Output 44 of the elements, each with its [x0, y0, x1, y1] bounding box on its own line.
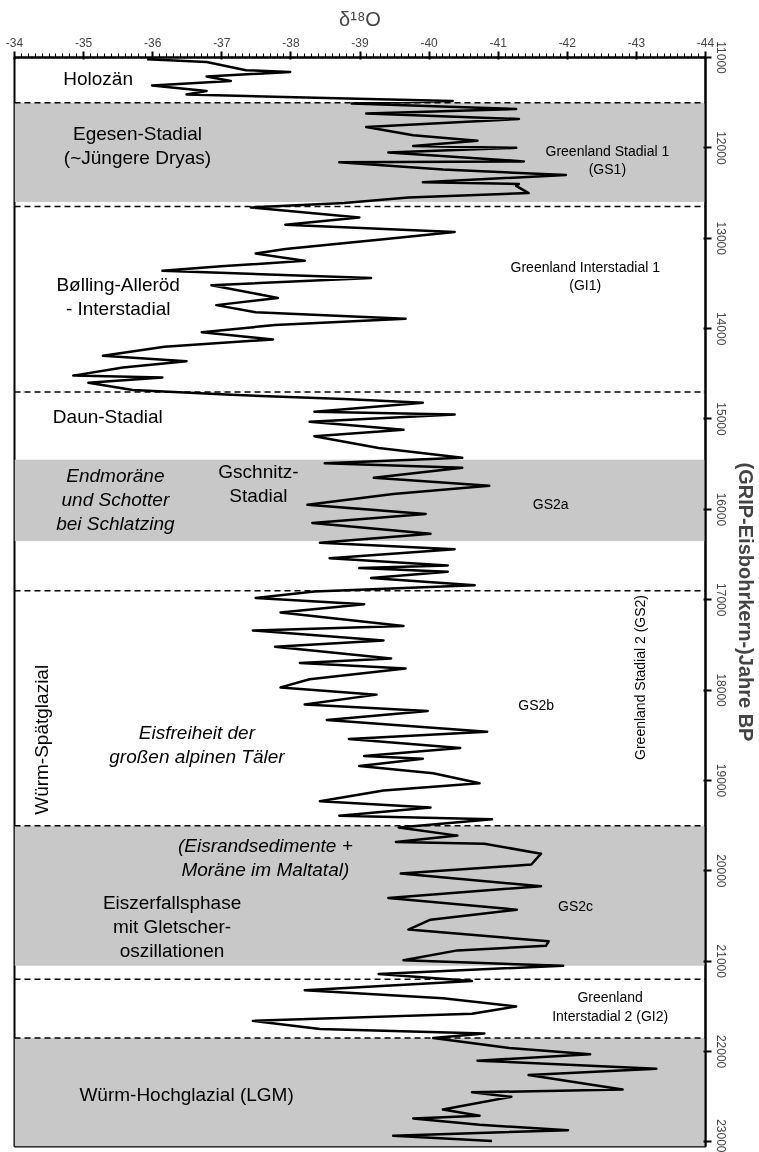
x-tick-label: -36 — [144, 35, 162, 50]
x-axis-title: δ¹⁸O — [339, 7, 381, 30]
y-tick-label: 16000 — [713, 492, 728, 527]
annotation: Greenland Interstadial 2 (GI2) — [552, 989, 669, 1024]
annotation: Würm-Hochglazial (LGM) — [79, 1083, 294, 1105]
annotation: Greenland Interstadial 1 (GI1) — [510, 258, 661, 294]
x-tick-label: -40 — [420, 35, 439, 50]
annotation: GS2c — [558, 897, 594, 914]
annotation: Würm-Spätglazial — [30, 664, 52, 815]
y-tick-label: 23000 — [713, 1119, 728, 1152]
y-tick-label: 15000 — [713, 402, 728, 436]
annotation: (Eisrandsedimente + Moräne im Maltatal) — [177, 834, 353, 880]
y-tick-label: 17000 — [713, 583, 728, 617]
x-tick-label: -43 — [627, 35, 646, 50]
y-tick-label: 22000 — [713, 1034, 728, 1069]
annotation: Greenland Stadial 1 (GS1) — [545, 142, 670, 178]
annotation: Daun-Stadial — [52, 406, 163, 428]
x-tick-label: -44 — [696, 35, 715, 50]
annotation: Endmoräne und Schotter bei Schlatzing — [56, 464, 175, 535]
y-tick-label: 21000 — [713, 944, 728, 979]
annotation: Egesen-Stadial (~Jüngere Dryas) — [63, 122, 212, 168]
y-tick-label: 18000 — [713, 673, 728, 708]
x-tick-label: -34 — [5, 35, 24, 50]
x-tick-label: -37 — [213, 35, 231, 50]
y-tick-label: 19000 — [713, 763, 728, 798]
x-tick-label: -42 — [558, 35, 577, 50]
y-tick-label: 12000 — [713, 131, 728, 165]
x-tick-label: -38 — [282, 35, 300, 50]
annotation: Holozän — [63, 67, 133, 89]
y-axis-title: (GRIP-Eisbohrkern-)Jahre BP — [734, 462, 757, 742]
annotation: Eiszerfallsphase mit Gletscher- oszillationen — [102, 891, 242, 962]
y-tick-label: 20000 — [713, 854, 728, 888]
y-tick-label: 13000 — [713, 221, 728, 256]
annotation: GS2b — [518, 696, 555, 713]
annotation: Gschnitz- Stadial — [218, 461, 299, 507]
annotation: Eisfreiheit der großen alpinen Täler — [109, 722, 286, 768]
x-tick-label: -39 — [351, 35, 369, 50]
x-tick-label: -35 — [74, 35, 93, 50]
y-tick-label: 14000 — [713, 311, 728, 346]
x-tick-label: -41 — [489, 35, 508, 50]
y-tick-label: 11000 — [713, 41, 728, 75]
annotation: Greenland Stadial 2 (GS2) — [631, 594, 648, 760]
annotation: GS2a — [532, 496, 569, 513]
annotation: Bølling-Alleröd - Interstadial — [56, 273, 180, 319]
